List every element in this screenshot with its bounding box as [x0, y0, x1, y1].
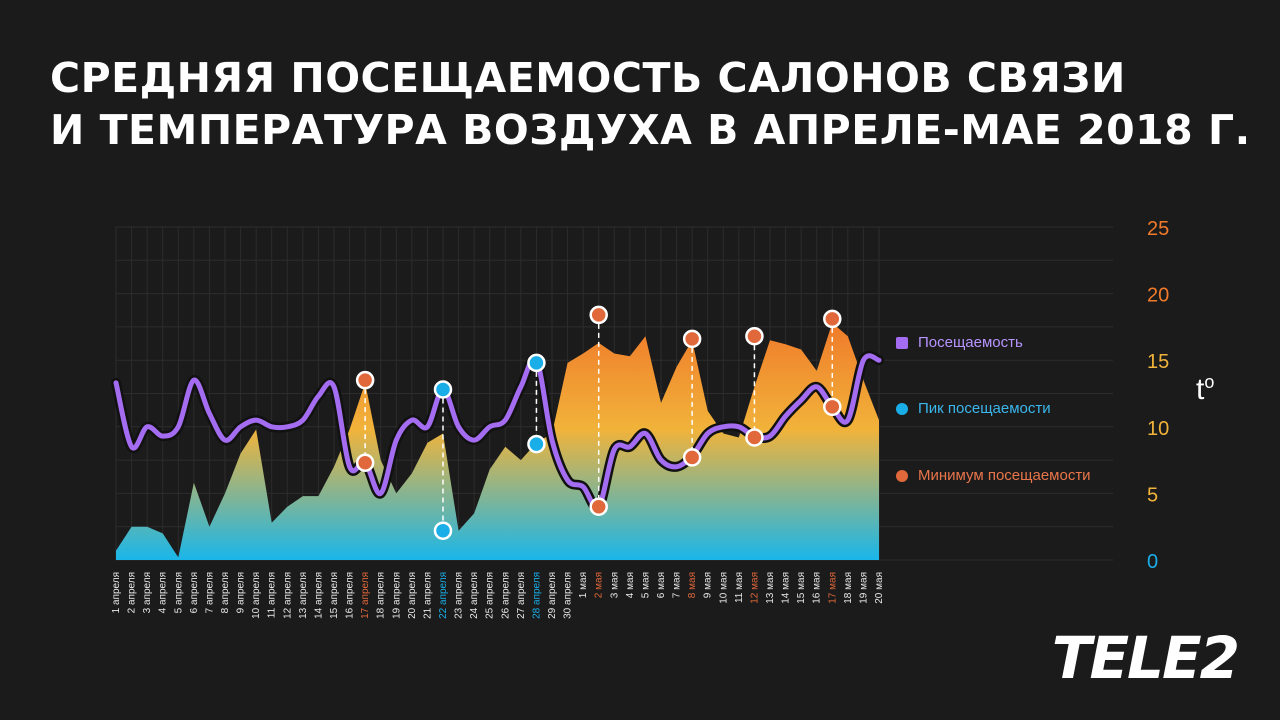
y-tick-label: 20 — [1147, 285, 1169, 307]
minimum-point — [682, 448, 702, 467]
y-tick-label: 15 — [1147, 351, 1169, 373]
peak-point — [527, 353, 546, 373]
x-tick-label: 21 апреля — [422, 572, 433, 619]
legend-label-peak: Пик посещаемости — [918, 400, 1051, 417]
y-tick-label: 5 — [1147, 484, 1158, 506]
x-tick-label: 16 мая — [812, 572, 823, 604]
x-tick-label: 17 мая — [827, 572, 838, 604]
x-tick-label: 14 мая — [781, 572, 792, 604]
minimum-point — [823, 397, 842, 417]
x-tick-label: 12 мая — [749, 572, 760, 604]
x-tick-label: 3 мая — [609, 572, 620, 598]
x-tick-label: 4 апреля — [158, 572, 169, 613]
x-tick-label: 25 апреля — [485, 572, 496, 619]
x-tick-label: 6 мая — [656, 572, 667, 598]
chart-title-line-1: Средняя посещаемость салонов связи — [50, 54, 1126, 102]
x-tick-label: 8 апреля — [220, 572, 231, 613]
x-tick-label: 9 апреля — [236, 572, 247, 613]
x-tick-label: 16 апреля — [345, 572, 356, 619]
x-tick-label: 15 мая — [796, 572, 807, 604]
chart-title: Средняя посещаемость салонов связи и тем… — [50, 52, 1251, 156]
x-tick-label: 2 апреля — [127, 572, 138, 613]
legend-item-attendance: Посещаемость — [896, 334, 1023, 351]
x-tick-label: 9 мая — [703, 572, 714, 598]
minimum-point — [682, 329, 702, 349]
x-tick-label: 1 апреля — [111, 572, 122, 613]
legend-label-minimum: Минимум посещаемости — [918, 467, 1091, 484]
tele2-logo: TELE2 — [1051, 624, 1240, 692]
legend-swatch-attendance — [896, 336, 908, 349]
legend-item-peak: Пик посещаемости — [896, 400, 1051, 417]
peak-point — [527, 434, 546, 454]
x-tick-label: 15 апреля — [329, 572, 340, 619]
x-tick-label: 27 апреля — [516, 572, 527, 619]
legend-label-attendance: Посещаемость — [918, 334, 1023, 351]
minimum-point — [355, 453, 375, 473]
x-tick-label: 19 мая — [858, 572, 869, 604]
x-tick-label: 7 апреля — [204, 572, 215, 613]
x-tick-label: 26 апреля — [500, 572, 511, 619]
legend-swatch-peak — [896, 402, 908, 415]
x-tick-label: 18 мая — [843, 572, 854, 604]
x-tick-label: 4 мая — [625, 572, 636, 598]
legend-item-minimum: Минимум посещаемости — [896, 467, 1091, 484]
x-tick-label: 11 мая — [734, 572, 745, 603]
x-tick-label: 7 мая — [672, 572, 683, 598]
x-tick-label: 20 апреля — [407, 572, 418, 619]
x-tick-label: 5 мая — [640, 572, 651, 598]
x-tick-label: 3 апреля — [142, 572, 153, 613]
minimum-point — [589, 497, 608, 516]
minimum-point — [745, 428, 764, 447]
x-tick-label: 13 мая — [765, 572, 776, 604]
peak-point — [433, 521, 453, 540]
temperature-axis-letter: t — [1196, 373, 1205, 406]
x-tick-label: 10 апреля — [251, 572, 262, 619]
y-tick-label: 10 — [1147, 418, 1169, 440]
x-tick-label: 6 апреля — [189, 572, 200, 613]
x-tick-label: 5 апреля — [173, 572, 184, 613]
chart-title-line-2: и температура воздуха в апреле-мае 2018 … — [50, 106, 1251, 154]
x-tick-label: 2 мая — [594, 572, 605, 598]
minimum-point — [589, 305, 608, 325]
x-tick-label: 13 апреля — [298, 572, 309, 619]
peak-point — [433, 380, 453, 399]
y-tick-label: 25 — [1147, 218, 1169, 240]
x-tick-label: 17 апреля — [360, 572, 371, 619]
x-tick-label: 28 апреля — [531, 572, 542, 619]
y-tick-label: 0 — [1147, 551, 1158, 573]
x-tick-label: 24 апреля — [469, 572, 480, 619]
temperature-axis-degree: o — [1204, 372, 1215, 392]
x-tick-label: 30 апреля — [563, 572, 574, 619]
minimum-point — [823, 309, 842, 329]
x-tick-label: 1 мая — [578, 572, 589, 598]
x-tick-label: 22 апреля — [438, 572, 449, 619]
x-tick-label: 11 апреля — [267, 572, 278, 618]
x-tick-label: 14 апреля — [313, 572, 324, 619]
x-tick-label: 20 мая — [874, 572, 885, 604]
temperature-area — [116, 322, 879, 560]
minimum-point — [355, 370, 375, 390]
minimum-point — [745, 326, 764, 346]
x-tick-label: 23 апреля — [454, 572, 465, 619]
x-tick-label: 18 апреля — [376, 572, 387, 619]
legend-swatch-minimum — [896, 469, 908, 482]
x-tick-label: 10 мая — [718, 572, 729, 604]
x-tick-label: 8 мая — [687, 572, 698, 598]
x-tick-label: 12 апреля — [282, 572, 293, 619]
x-tick-label: 29 апреля — [547, 572, 558, 619]
temperature-axis-label: to — [1196, 372, 1214, 407]
x-tick-label: 19 апреля — [391, 572, 402, 619]
